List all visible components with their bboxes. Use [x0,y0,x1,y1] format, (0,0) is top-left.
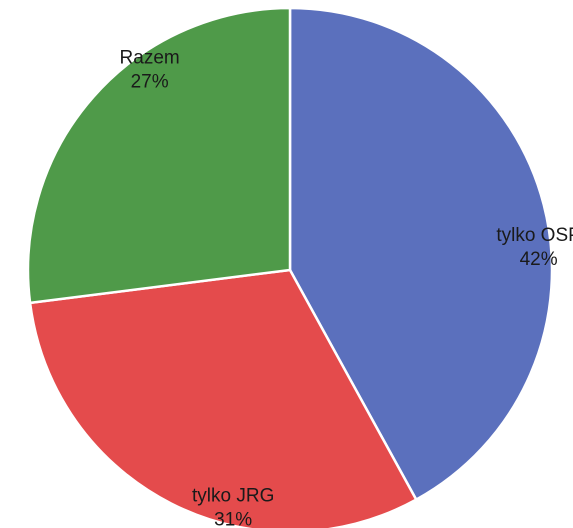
pie-label-value: 42% [520,249,558,270]
pie-slice-tylko-jrg [28,268,418,528]
pie-label-razem: Razem 27% [120,47,180,92]
slices-layer [26,6,554,528]
pie-label-tylko-osp: tylko OSP 42% [496,225,573,270]
pie-label-name: Razem [120,47,180,68]
pie-label-value: 31% [214,509,252,528]
labels-layer: tylko OSP 42% tylko JRG 31% Razem 27% [120,47,573,528]
pie-label-tylko-jrg: tylko JRG 31% [192,485,274,528]
pie-label-name: tylko JRG [192,485,274,506]
pie-slice-tylko-osp [288,6,554,501]
pie-label-name: tylko OSP [496,225,573,246]
pie-label-value: 27% [131,71,169,92]
pie-slice-razem [26,6,292,305]
